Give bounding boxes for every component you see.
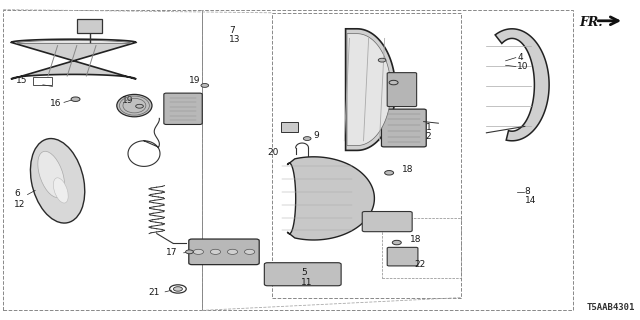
- Polygon shape: [12, 39, 136, 79]
- Text: 18: 18: [410, 236, 421, 244]
- Polygon shape: [287, 157, 374, 240]
- Text: T5AAB4301: T5AAB4301: [586, 303, 635, 312]
- Bar: [33, 77, 52, 85]
- Text: 5: 5: [301, 268, 307, 277]
- Polygon shape: [16, 40, 131, 43]
- Circle shape: [71, 97, 80, 101]
- Text: 9: 9: [314, 131, 319, 140]
- Text: 16: 16: [50, 99, 61, 108]
- Bar: [382, 218, 461, 278]
- Text: 13: 13: [229, 35, 241, 44]
- Circle shape: [378, 58, 386, 62]
- FancyBboxPatch shape: [189, 239, 259, 265]
- Circle shape: [211, 249, 221, 254]
- Text: 4: 4: [517, 53, 523, 62]
- Text: 19: 19: [365, 50, 376, 59]
- Text: 18: 18: [402, 76, 413, 84]
- FancyBboxPatch shape: [387, 73, 417, 107]
- Circle shape: [136, 104, 143, 108]
- Circle shape: [392, 240, 401, 245]
- Text: 17: 17: [166, 248, 178, 257]
- Text: 22: 22: [415, 260, 426, 269]
- Circle shape: [193, 249, 204, 254]
- FancyBboxPatch shape: [381, 109, 426, 147]
- Bar: [3, 10, 202, 310]
- Text: 11: 11: [301, 278, 312, 287]
- Text: 19: 19: [122, 96, 133, 105]
- Text: FR.: FR.: [579, 16, 603, 29]
- Circle shape: [173, 287, 182, 291]
- Text: 19: 19: [189, 76, 200, 85]
- FancyBboxPatch shape: [362, 212, 412, 232]
- Bar: [272, 13, 461, 298]
- Text: 2: 2: [426, 132, 431, 141]
- Circle shape: [186, 250, 193, 254]
- Bar: [202, 10, 573, 310]
- Ellipse shape: [38, 151, 65, 197]
- Circle shape: [389, 80, 398, 85]
- Text: 6: 6: [14, 189, 20, 198]
- FancyBboxPatch shape: [164, 93, 202, 124]
- FancyBboxPatch shape: [264, 263, 341, 286]
- Circle shape: [227, 249, 237, 254]
- Circle shape: [303, 137, 311, 140]
- Ellipse shape: [53, 178, 68, 203]
- Text: 12: 12: [14, 200, 26, 209]
- FancyBboxPatch shape: [387, 247, 418, 266]
- FancyBboxPatch shape: [281, 122, 298, 132]
- Text: 14: 14: [525, 196, 536, 205]
- Ellipse shape: [31, 139, 84, 223]
- Circle shape: [385, 171, 394, 175]
- Polygon shape: [495, 29, 549, 141]
- Text: 21: 21: [148, 288, 160, 297]
- Circle shape: [244, 249, 255, 254]
- Text: 8: 8: [525, 187, 531, 196]
- Text: 20: 20: [268, 148, 279, 157]
- Text: 18: 18: [402, 165, 413, 174]
- Text: 10: 10: [517, 62, 529, 71]
- Text: 15: 15: [16, 76, 28, 85]
- Text: 7: 7: [229, 26, 235, 35]
- Circle shape: [201, 84, 209, 87]
- Polygon shape: [347, 34, 391, 146]
- Ellipse shape: [117, 94, 152, 117]
- Text: 1: 1: [426, 123, 431, 132]
- Polygon shape: [346, 29, 396, 150]
- FancyBboxPatch shape: [77, 19, 102, 33]
